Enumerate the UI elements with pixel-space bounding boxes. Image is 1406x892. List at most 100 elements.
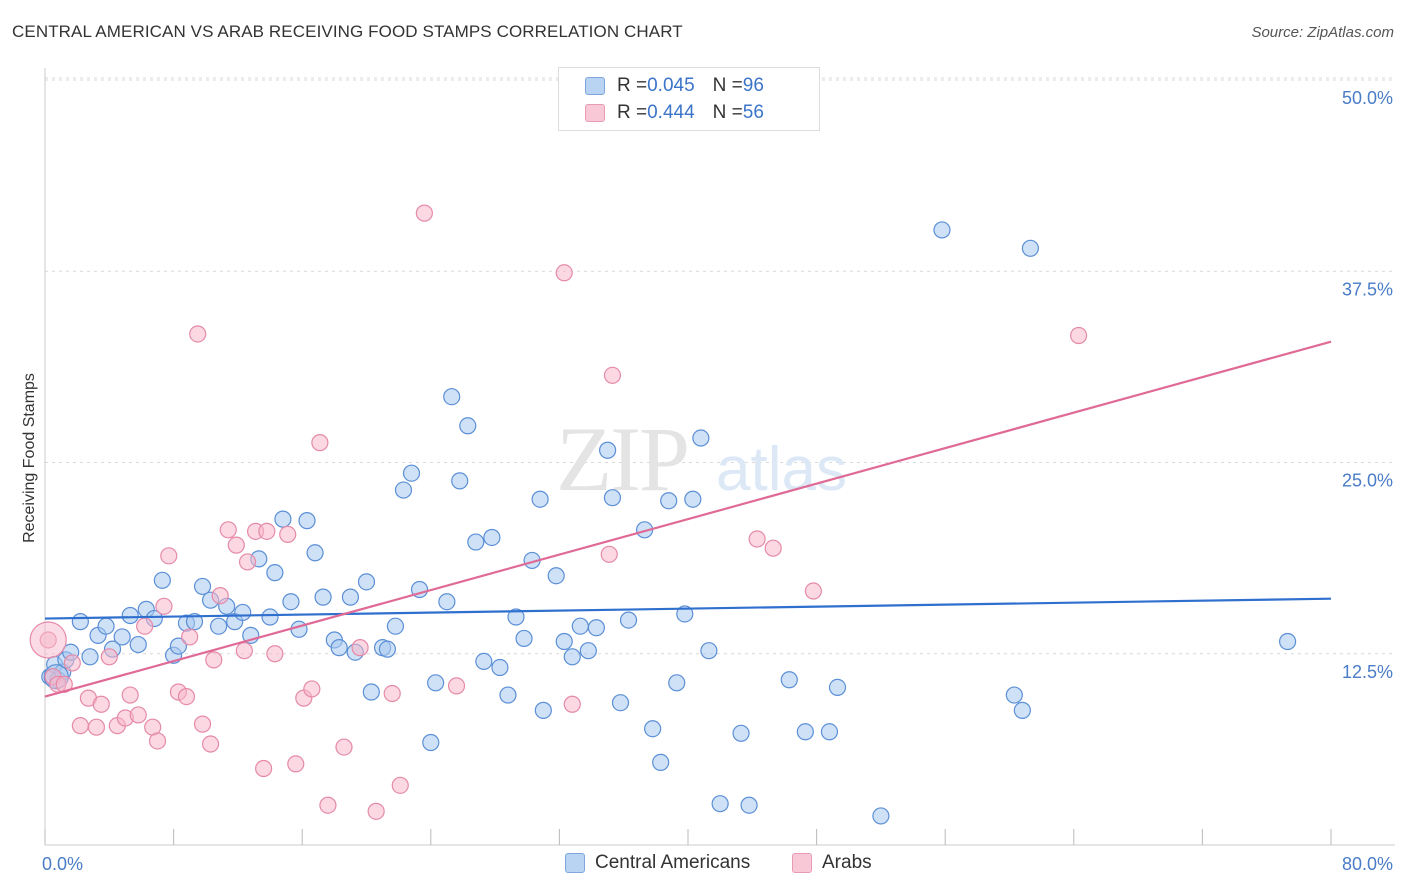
arabs-point	[447, 677, 466, 695]
arabs-point	[255, 759, 273, 778]
central-americans-point	[571, 617, 589, 635]
legend-r-label: R =	[617, 102, 648, 123]
central-americans-point	[700, 642, 718, 660]
source-label: Source: ZipAtlas.com	[1251, 24, 1394, 41]
central-americans-point	[81, 648, 99, 666]
central-americans-point	[121, 606, 139, 625]
central-americans-point	[394, 481, 413, 499]
arabs-point	[238, 553, 257, 571]
arabs-point	[415, 204, 433, 222]
central-americans-point	[341, 588, 360, 606]
arabs-point	[177, 687, 196, 706]
arabs-point	[303, 680, 321, 698]
central-americans-point	[306, 544, 324, 562]
arabs-point	[201, 735, 220, 753]
central-americans-point	[732, 724, 750, 742]
central-americans-point	[711, 795, 729, 813]
arabs-point	[63, 654, 81, 672]
central-americans-point	[668, 674, 686, 692]
central-americans-point	[261, 608, 279, 626]
central-americans-point	[1013, 701, 1031, 719]
central-americans-point	[587, 619, 605, 637]
central-americans-point	[660, 492, 678, 510]
y-tick-label: 37.5%	[1342, 279, 1393, 299]
arabs-point	[100, 648, 118, 666]
central-americans-point	[1005, 686, 1023, 704]
central-americans-point	[210, 617, 228, 635]
central-americans-point	[611, 694, 630, 712]
y-tick-label: 25.0%	[1342, 471, 1393, 491]
central-americans-point	[820, 723, 839, 741]
central-americans-point	[438, 593, 456, 611]
central-americans-point	[684, 490, 702, 508]
arabs-point	[129, 706, 147, 724]
bottom-legend-label-blue: Central Americans	[595, 852, 751, 873]
legend-row-central-americans: R = 0.045 N = 96	[585, 73, 764, 99]
arabs-point	[258, 522, 276, 540]
arabs-point	[279, 525, 297, 544]
arabs-point	[335, 738, 353, 756]
arabs-point	[92, 695, 110, 713]
central-americans-point	[563, 648, 581, 666]
central-americans-point	[71, 613, 89, 631]
arabs-point	[555, 264, 573, 282]
central-americans-point	[266, 564, 284, 582]
bottom-legend-central-americans: Central Americans	[565, 852, 750, 874]
bottom-legend-swatch-blue	[565, 853, 585, 873]
legend-swatch-blue	[585, 77, 605, 95]
arabs-point	[227, 536, 245, 554]
arabs-point	[319, 796, 337, 814]
y-tick-label: 12.5%	[1342, 662, 1393, 682]
central-americans-point	[555, 632, 573, 651]
legend-n-label: N =	[712, 75, 743, 96]
arabs-point	[351, 639, 369, 657]
arabs-point	[563, 695, 581, 713]
central-americans-point	[185, 613, 204, 631]
central-americans-point	[357, 573, 376, 591]
central-americans-point	[475, 652, 493, 671]
arabs-point	[748, 530, 766, 548]
arabs-point	[155, 597, 173, 615]
central-americans-point	[378, 640, 396, 658]
arabs-point	[266, 645, 284, 663]
central-americans-point	[619, 611, 638, 629]
central-americans-point	[644, 720, 662, 738]
arabs-point	[71, 717, 89, 735]
y-tick-label: 50.0%	[1342, 88, 1393, 108]
arabs-point	[603, 366, 622, 384]
central-americans-point	[534, 701, 552, 719]
arabs-point	[136, 617, 154, 635]
central-americans-point	[828, 678, 847, 697]
central-americans-point	[314, 588, 332, 606]
series-central-americans	[41, 221, 1297, 825]
central-americans-point	[780, 671, 798, 689]
central-americans-point	[362, 683, 380, 701]
central-americans-point	[422, 733, 440, 752]
arabs-trend-line	[44, 340, 1332, 698]
central-americans-point	[402, 464, 421, 482]
central-americans-trend-line	[44, 597, 1332, 620]
arabs-point	[219, 521, 237, 539]
bottom-legend: Central Americans Arabs	[0, 852, 1406, 878]
bottom-legend-swatch-pink	[792, 853, 812, 873]
central-americans-point	[933, 221, 951, 239]
central-americans-point	[443, 388, 461, 406]
central-americans-point	[169, 637, 188, 655]
central-americans-point	[282, 593, 300, 611]
arabs-point	[367, 802, 385, 820]
arabs-point	[391, 776, 409, 794]
legend: R = 0.045 N = 96 R = 0.444 N = 56	[558, 67, 820, 131]
central-americans-point	[796, 723, 814, 741]
y-axis-label: Receiving Food Stamps	[21, 373, 38, 543]
central-americans-point	[1278, 632, 1297, 651]
central-americans-point	[234, 603, 252, 622]
arabs-point	[205, 651, 223, 669]
central-americans-point	[579, 642, 597, 660]
trend-lines	[44, 340, 1332, 698]
axis-layer	[44, 68, 1395, 846]
legend-n-value: 96	[742, 75, 764, 96]
central-americans-point	[129, 635, 147, 654]
watermark: ZIP atlas	[556, 408, 847, 510]
x-tick-label-max: 80.0%	[1342, 854, 1393, 874]
central-americans-point	[290, 620, 308, 638]
